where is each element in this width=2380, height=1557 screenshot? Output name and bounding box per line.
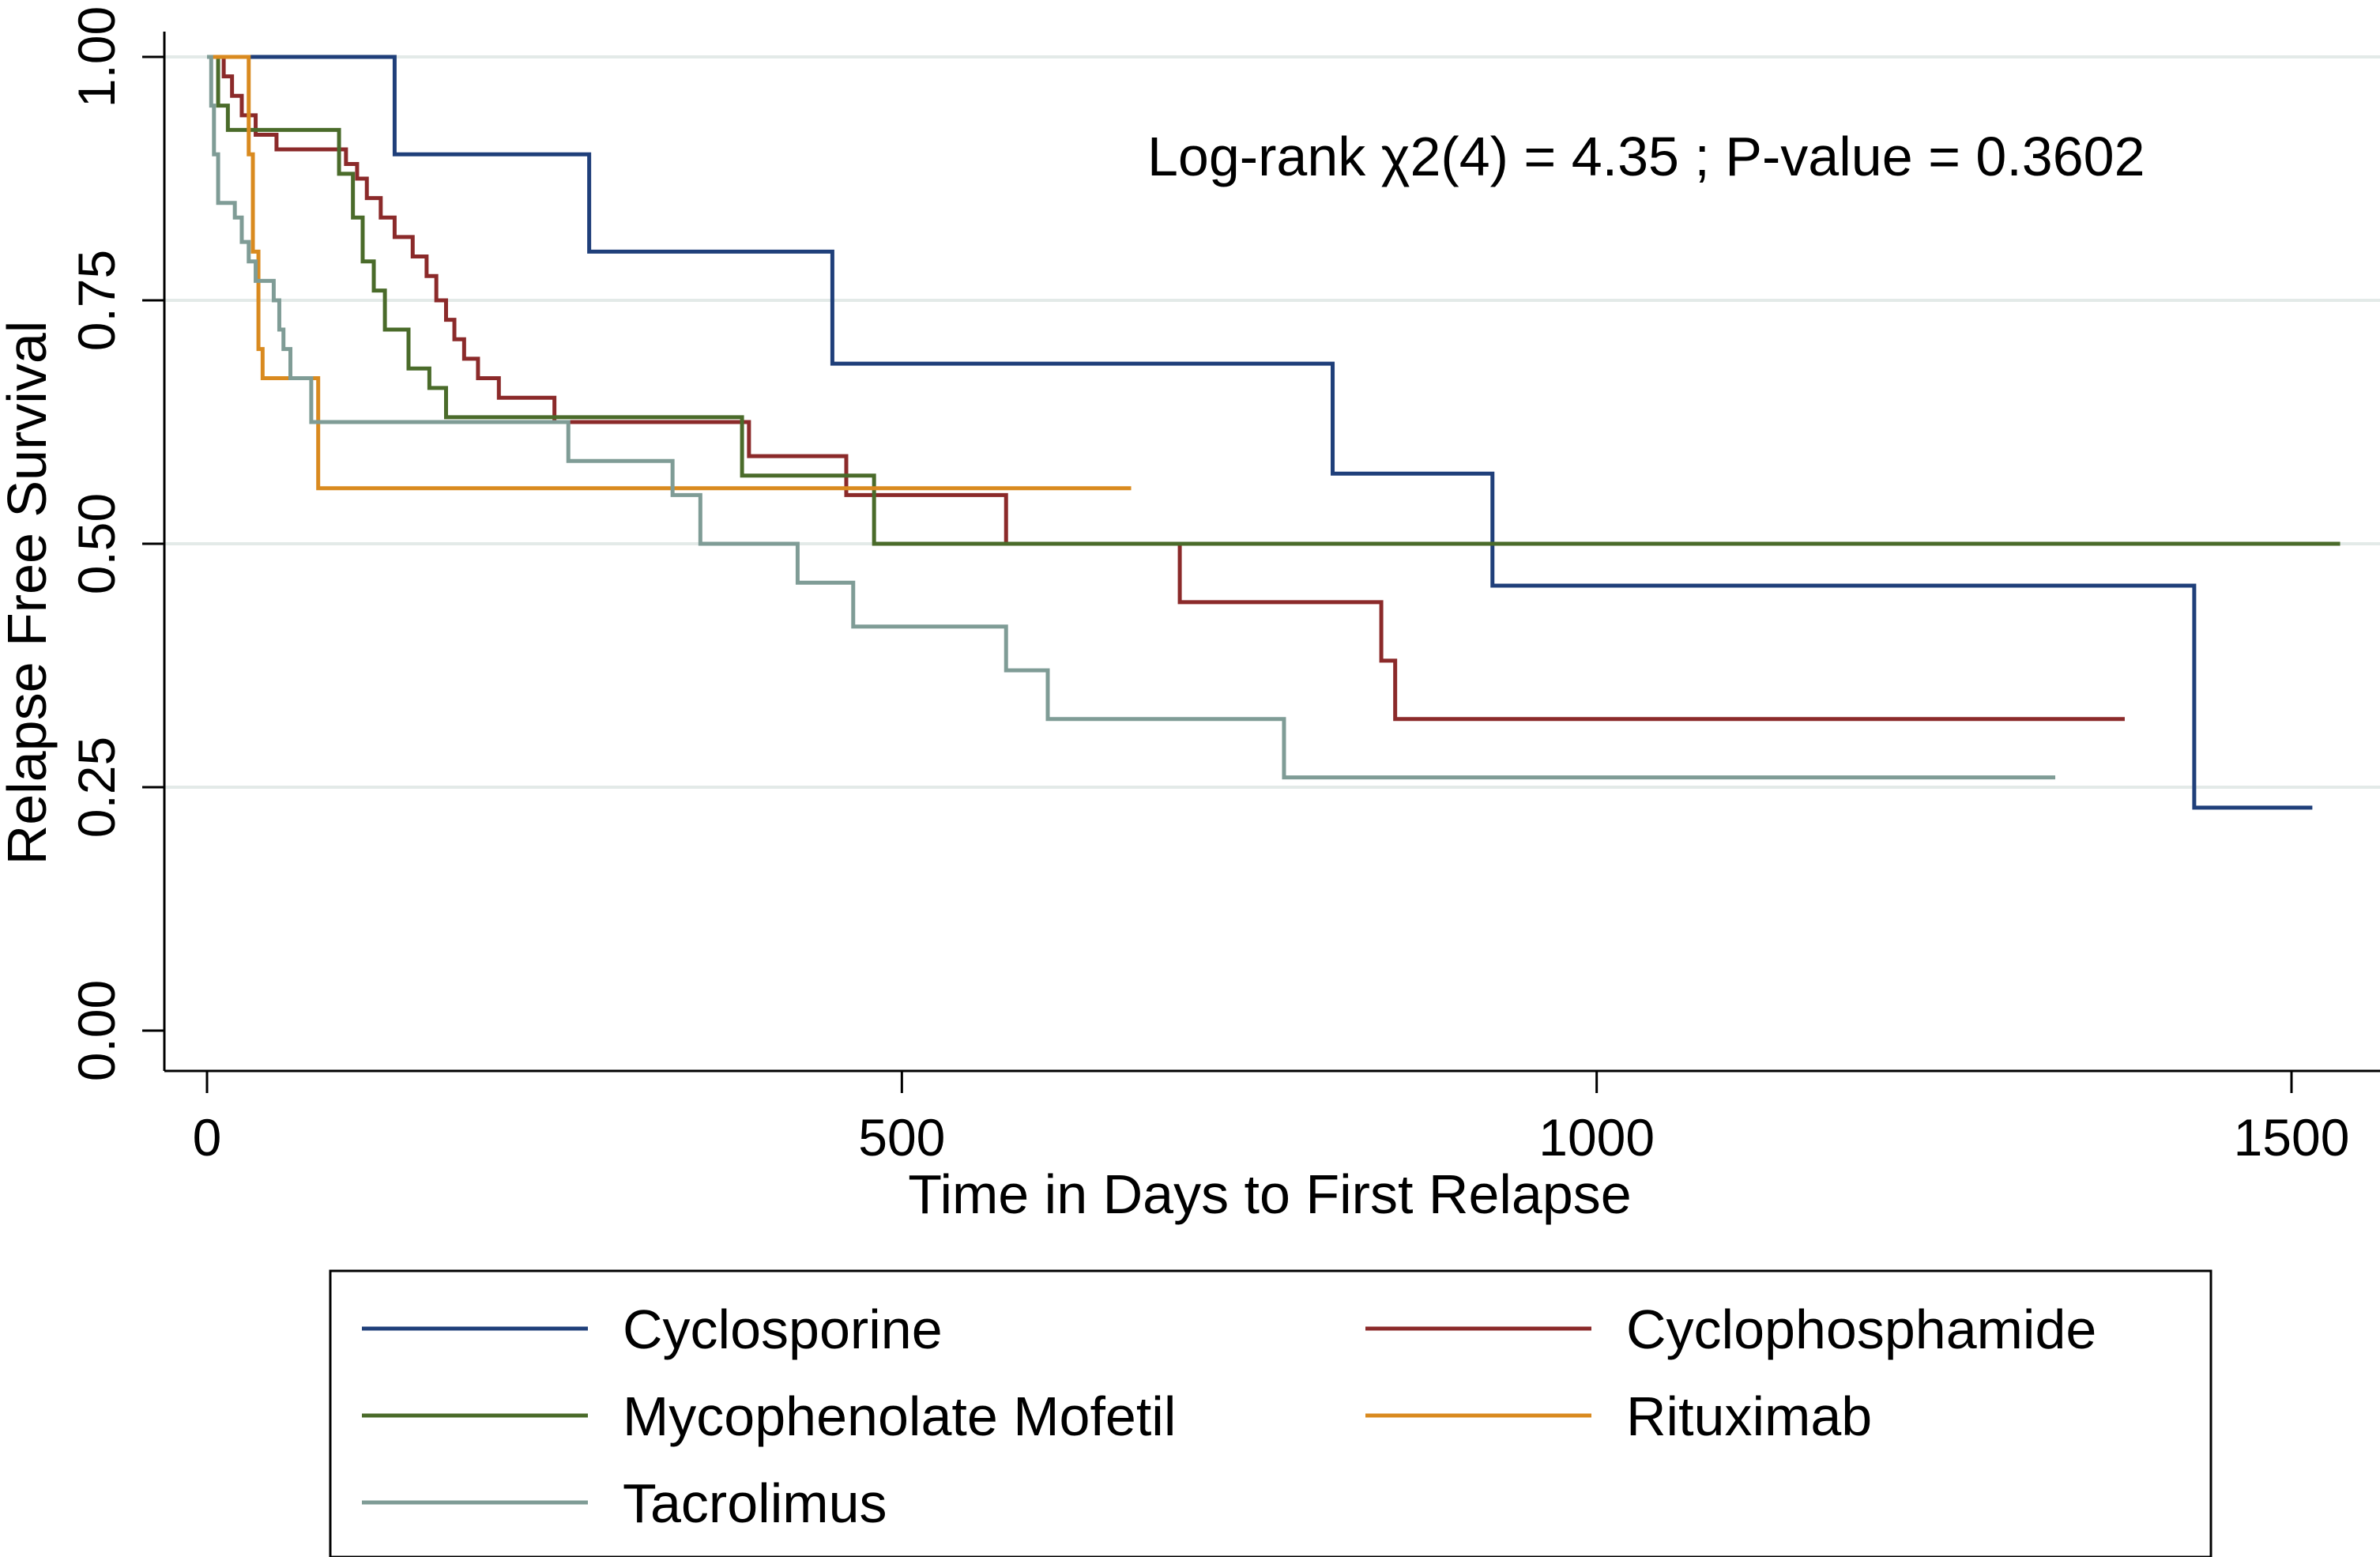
series-lines xyxy=(207,55,2340,810)
series-line-cyclophosphamide xyxy=(207,55,2125,722)
y-tick-label-1: 0.25 xyxy=(67,737,126,838)
y-tick-label-0: 0.00 xyxy=(67,980,126,1081)
series-line-mycophenolate-mofetil xyxy=(207,55,2340,546)
y-tick-label-4: 1.00 xyxy=(67,6,126,107)
legend-label-rituximab: Rituximab xyxy=(1626,1385,1872,1447)
legend: Cyclosporine Cyclophosphamide Mycophenolat… xyxy=(329,1269,2212,1557)
legend-label-mycophenolate-mofetil: Mycophenolate Mofetil xyxy=(623,1385,1176,1447)
x-tick-label-1: 500 xyxy=(858,1108,945,1167)
x-tick-label-2: 1000 xyxy=(1538,1108,1655,1167)
series-line-rituximab xyxy=(207,55,1132,491)
legend-label-cyclophosphamide: Cyclophosphamide xyxy=(1626,1299,2096,1360)
x-axis-title: Time in Days to First Relapse xyxy=(908,1163,1631,1225)
y-tick-label-2: 0.50 xyxy=(67,493,126,594)
legend-label-tacrolimus: Tacrolimus xyxy=(623,1472,887,1534)
axes: 0.00 0.25 0.50 0.75 1.00 0 500 1000 1500 xyxy=(67,6,2380,1167)
series-line-tacrolimus xyxy=(207,55,2056,780)
y-tick-label-3: 0.75 xyxy=(67,250,126,351)
series-line-cyclosporine xyxy=(207,55,2313,810)
y-axis-title: Relapse Free Survival xyxy=(0,321,58,865)
x-tick-label-0: 0 xyxy=(193,1108,222,1167)
annotation-logrank: Log-rank χ2(4) = 4.35 ; P-value = 0.3602 xyxy=(1147,126,2145,187)
x-tick-label-3: 1500 xyxy=(2234,1108,2350,1167)
legend-box xyxy=(329,1269,2212,1557)
legend-label-cyclosporine: Cyclosporine xyxy=(623,1299,943,1360)
